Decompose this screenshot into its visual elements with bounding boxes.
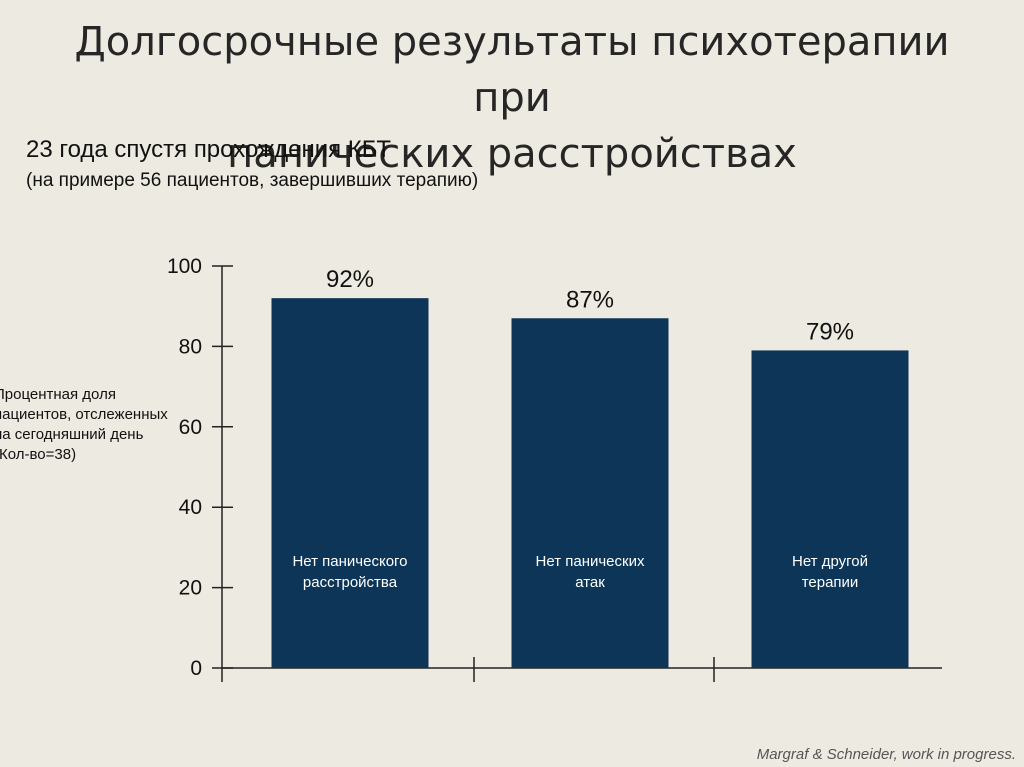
y-axis-label-line-2: пациентов, отслеженных	[0, 406, 168, 423]
y-axis-label-line-1: Процентная доля	[0, 386, 116, 403]
y-tick-label: 40	[179, 496, 202, 519]
y-tick-label: 80	[179, 335, 202, 358]
chart-subnote: (на примере 56 пациентов, завершивших те…	[26, 170, 479, 191]
category-label: Нет панических	[536, 553, 645, 570]
y-tick-label: 60	[179, 416, 202, 439]
data-label: 92%	[326, 266, 374, 293]
bar	[751, 350, 909, 668]
source-citation: Margraf & Schneider, work in progress.	[756, 746, 1016, 763]
y-tick-label: 100	[167, 255, 202, 278]
bar	[271, 298, 429, 668]
category-label: Нет панического	[292, 553, 407, 570]
slide-title-line-1: Долгосрочные результаты психотерапии при	[74, 19, 950, 121]
data-label: 87%	[566, 286, 614, 313]
y-tick-label: 0	[190, 657, 202, 680]
y-tick-label: 20	[179, 577, 202, 600]
bar	[511, 318, 669, 668]
slide-title: Долгосрочные результаты психотерапии при…	[40, 14, 984, 182]
data-label: 79%	[806, 318, 854, 345]
category-label: Нет другой	[792, 553, 868, 570]
category-label: атак	[575, 574, 605, 591]
slide-title-line-2: панических расстройствах	[227, 131, 797, 177]
category-label: расстройства	[303, 574, 398, 591]
chart-subtitle: 23 года спустя прохождения КБТ	[26, 136, 392, 163]
y-axis-label-line-4: (Кол-во=38)	[0, 446, 77, 463]
y-axis-label-line-3: на сегодняшний день	[0, 426, 144, 443]
category-label: терапии	[802, 574, 859, 591]
y-axis-label: Процентная доля пациентов, отслеженных н…	[0, 385, 180, 465]
